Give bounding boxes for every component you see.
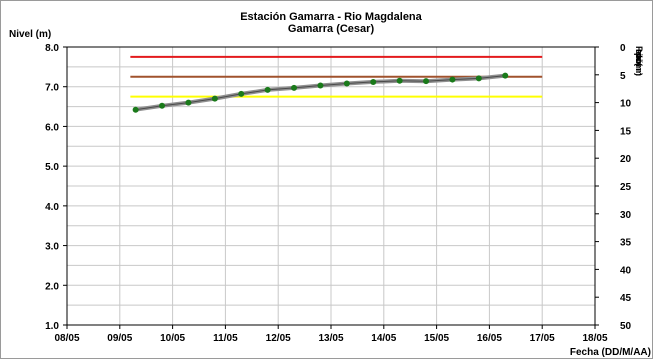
data-point — [238, 90, 245, 97]
data-point — [370, 78, 377, 85]
data-point — [396, 77, 403, 84]
y2-axis-label: Precipitación (mm) — [634, 46, 644, 76]
data-points — [132, 72, 509, 113]
y-tick-label: 1.0 — [45, 321, 59, 332]
x-tick-label: 17/05 — [530, 333, 555, 344]
x-tick-label: 09/05 — [107, 333, 132, 344]
x-tick-label: 10/05 — [160, 333, 185, 344]
y2-tick-label: 20 — [620, 154, 632, 165]
x-axis-label: Fecha (DD/M/AA) — [570, 347, 651, 358]
y2-tick-label: 0 — [620, 43, 626, 54]
y2-tick-label: 40 — [620, 265, 632, 276]
y-tick-label: 5.0 — [45, 162, 59, 173]
x-tick-label: 08/05 — [54, 333, 79, 344]
data-point — [449, 76, 456, 83]
x-tick-label: 12/05 — [266, 333, 291, 344]
data-point — [159, 102, 166, 109]
y-tick-label: 8.0 — [45, 43, 59, 54]
y-axis-ticks: 1.0 2.0 3.0 4.0 5.0 6.0 7.0 8.0 — [45, 43, 67, 332]
data-point — [264, 86, 271, 93]
x-tick-label: 14/05 — [371, 333, 396, 344]
y2-tick-label: 15 — [620, 126, 632, 137]
x-tick-label: 11/05 — [213, 333, 238, 344]
y2-tick-label: 10 — [620, 99, 632, 110]
x-tick-label: 18/05 — [582, 333, 607, 344]
data-point — [423, 78, 430, 85]
chart-subtitle: Gamarra (Cesar) — [288, 23, 375, 35]
y-tick-label: 3.0 — [45, 242, 59, 253]
x-axis-ticks: 08/05 09/05 10/05 11/05 12/05 13/05 14/05 15/05… — [54, 325, 608, 344]
y-axis-label: Nivel (m) — [9, 29, 51, 40]
x-tick-label: 13/05 — [318, 333, 343, 344]
y-tick-label: 6.0 — [45, 122, 59, 133]
data-point — [291, 84, 298, 91]
y2-axis-ticks: 0 5 10 15 20 25 30 35 40 45 50 — [595, 43, 632, 332]
grid — [67, 47, 595, 325]
data-point — [317, 82, 324, 89]
x-tick-label: 16/05 — [477, 333, 502, 344]
data-point — [211, 95, 218, 102]
data-point — [502, 72, 509, 79]
chart-title: Estación Gamarra - Rio Magdalena — [240, 11, 422, 23]
y-tick-label: 4.0 — [45, 202, 59, 213]
x-tick-label: 15/05 — [424, 333, 449, 344]
y2-tick-label: 35 — [620, 238, 632, 249]
y2-tick-label: 25 — [620, 182, 632, 193]
y-tick-label: 7.0 — [45, 83, 59, 94]
data-point — [475, 75, 482, 82]
y2-tick-label: 5 — [620, 71, 626, 82]
y-tick-label: 2.0 — [45, 281, 59, 292]
data-point — [343, 80, 350, 87]
data-point — [132, 106, 139, 113]
y2-tick-label: 50 — [620, 321, 632, 332]
data-point — [185, 99, 192, 106]
y2-tick-label: 45 — [620, 293, 632, 304]
y2-tick-label: 30 — [620, 210, 632, 221]
